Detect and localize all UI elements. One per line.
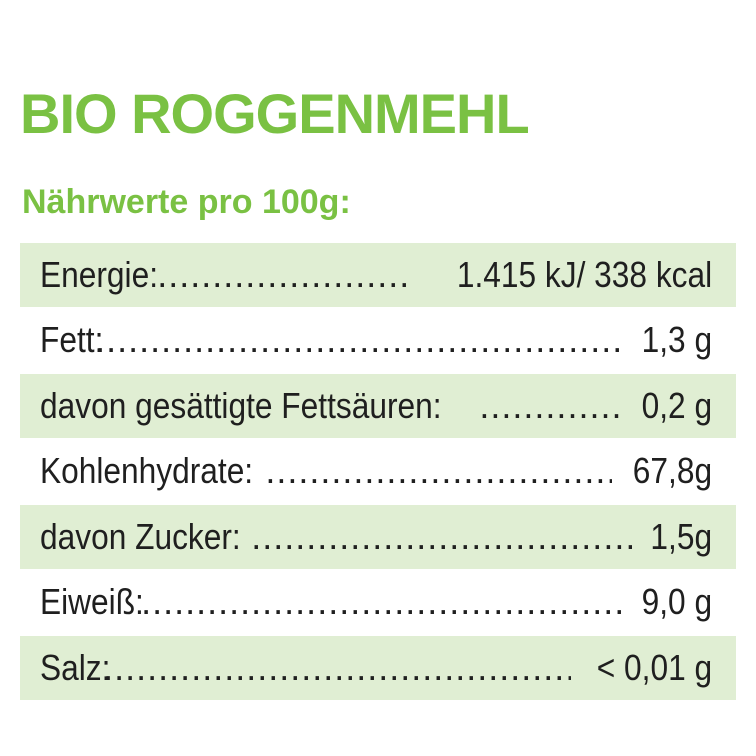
nutrition-label: Eiweiß: (40, 581, 144, 623)
nutrition-label: davon Zucker: (40, 515, 241, 557)
dot-leader: ........................................… (251, 515, 632, 557)
nutrition-row-sugar: davon Zucker: ..........................… (20, 505, 736, 569)
dot-leader: ........................................… (479, 384, 622, 426)
nutrition-row-protein: Eiweiß: ................................… (20, 571, 736, 635)
nutrition-value: < 0,01 g (596, 646, 712, 688)
nutrition-label: Kohlenhydrate: (40, 450, 254, 492)
nutrition-label: Energie: (40, 253, 159, 295)
dot-leader: ........................................… (103, 646, 571, 688)
nutrition-label: Fett: (40, 319, 104, 361)
nutrition-value: 9,0 g (641, 581, 712, 623)
nutrition-value: 1.415 kJ/ 338 kcal (456, 253, 712, 295)
nutrition-label: davon gesättigte Fettsäuren: (40, 384, 442, 426)
nutrition-value: 1,5g (650, 515, 712, 557)
nutrition-subtitle: Nährwerte pro 100g: (22, 183, 351, 221)
dot-leader: ........................................… (95, 319, 622, 361)
nutrition-value: 67,8g (632, 450, 712, 492)
nutrition-value: 1,3 g (641, 319, 712, 361)
dot-leader: ........................................… (157, 253, 412, 295)
nutrition-table: Energie: ...............................… (20, 243, 736, 702)
nutrition-row-fat: Fett: ..................................… (20, 309, 736, 373)
nutrition-value: 0,2 g (641, 384, 712, 426)
nutrition-row-saturated-fat: davon gesättigte Fettsäuren: ...........… (20, 374, 736, 438)
dot-leader: ........................................… (265, 450, 612, 492)
nutrition-row-carbohydrates: Kohlenhydrate: .........................… (20, 440, 736, 504)
dot-leader: ........................................… (141, 581, 622, 623)
nutrition-row-salt: Salz: ..................................… (20, 636, 736, 700)
nutrition-label: Salz: (40, 646, 111, 688)
nutrition-row-energy: Energie: ...............................… (20, 243, 736, 307)
product-title: BIO ROGGENMEHL (20, 82, 530, 145)
